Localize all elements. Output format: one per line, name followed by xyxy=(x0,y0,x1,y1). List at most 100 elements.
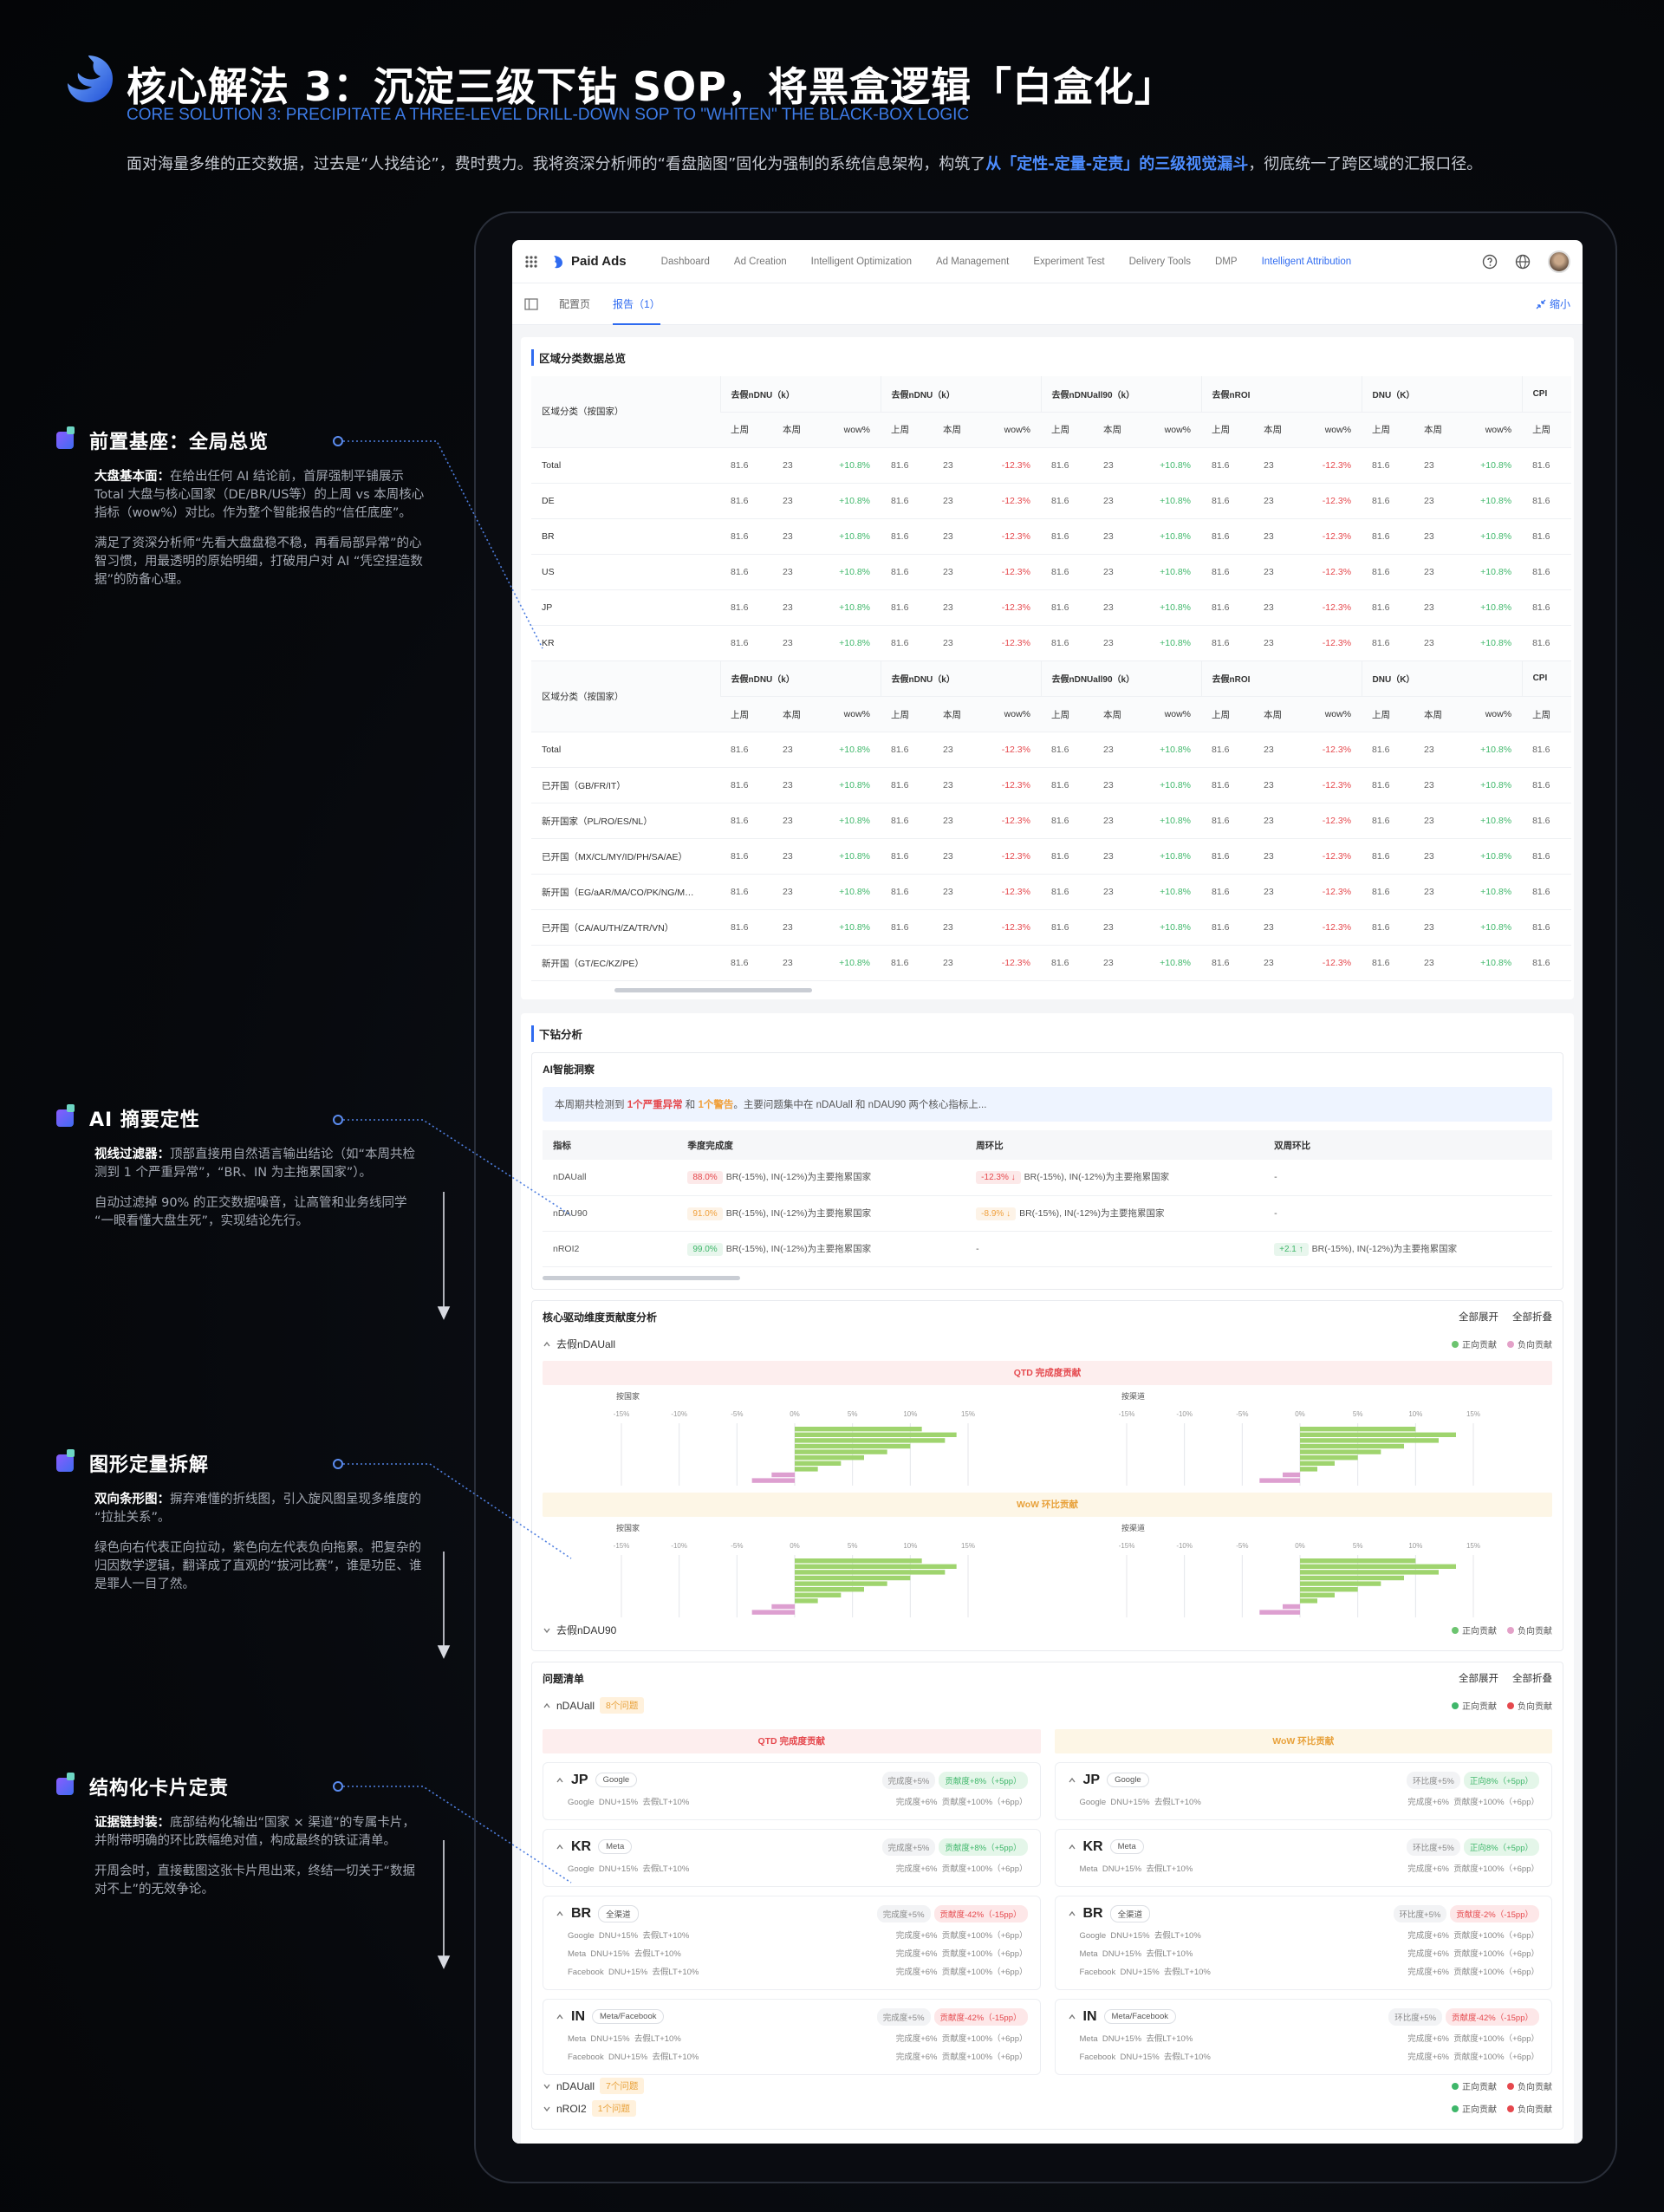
apps-icon[interactable] xyxy=(524,255,538,269)
cell: +10.8% xyxy=(1464,945,1523,981)
chevron-shape xyxy=(543,1341,550,1346)
chevron[interactable] xyxy=(556,1909,564,1918)
bar xyxy=(1299,1580,1381,1586)
chevron[interactable] xyxy=(556,2013,564,2021)
cell: -12.3% xyxy=(1303,909,1362,946)
nav-item[interactable]: Experiment Test xyxy=(1033,256,1105,267)
cell: +10.8% xyxy=(822,447,881,484)
cell: -12.3% xyxy=(1303,518,1362,555)
logo xyxy=(68,55,113,102)
bar xyxy=(795,1432,957,1437)
column-header: 季度完成度 xyxy=(677,1130,966,1160)
tab-bar: 配置页 报告（1） 缩小 xyxy=(512,283,1583,325)
bar xyxy=(751,1477,796,1483)
legend-dot xyxy=(1507,1627,1514,1634)
cell: 81.6 xyxy=(1362,625,1414,661)
help-icon[interactable] xyxy=(1482,254,1498,270)
collapse-all[interactable]: 全部折叠 xyxy=(1512,1674,1552,1684)
legend-item: 负向贡献 xyxy=(1507,2102,1552,2115)
card-line: Facebook DNU+15% 去假LT+10% 完成度+6% 贡献度+100%… xyxy=(556,2047,1028,2066)
side-text: 自动过滤掉 90% 的正交数据噪音，让高管和业务线同学“一眼看懂大盘生死”，实现… xyxy=(94,1196,407,1228)
cell: 81.6 xyxy=(1041,483,1093,519)
line-right: 完成度+6% 贡献度+100%（+6pp） xyxy=(1407,2053,1539,2062)
header-actions: 全部展开 全部折叠 xyxy=(1459,1671,1552,1685)
nav-item[interactable]: Ad Management xyxy=(935,256,1010,267)
cell: 81.6 xyxy=(1041,518,1093,555)
legend-dot xyxy=(1507,1702,1514,1709)
collapse-all[interactable]: 全部折叠 xyxy=(1512,1312,1552,1323)
nav-item[interactable]: Dashboard xyxy=(660,256,710,267)
chevron[interactable] xyxy=(543,1340,551,1349)
chevron[interactable] xyxy=(543,2105,551,2113)
chevron[interactable] xyxy=(1068,1909,1076,1918)
chevron-shape xyxy=(1068,1910,1076,1916)
cell: 81.6 xyxy=(1041,732,1093,768)
cell: 23 xyxy=(933,554,983,590)
nav-item[interactable]: DMP xyxy=(1215,256,1238,267)
chevron[interactable] xyxy=(556,1843,564,1851)
tick-label: -5% xyxy=(1236,1542,1248,1550)
tick-label: 0% xyxy=(1295,1410,1305,1418)
tab[interactable]: 报告（1） xyxy=(613,283,660,325)
side-text: 绿色向右代表正向拉动，紫色向左代表负向拖累。把复杂的归因数学逻辑，翻译成了直观的… xyxy=(94,1541,422,1591)
nav-item[interactable]: Intelligent Optimization xyxy=(810,256,912,267)
issue-card[interactable]: JP Google 环比度+5% 正向8%（+5pp） Google DNU+15% 去… xyxy=(1054,1761,1552,1820)
panel-toggle[interactable] xyxy=(524,297,538,310)
bar xyxy=(1299,1448,1381,1454)
chevron[interactable] xyxy=(1068,1776,1076,1785)
expand-all[interactable]: 全部展开 xyxy=(1459,1312,1498,1323)
cell: 23 xyxy=(772,518,822,555)
side-item: 结构化卡片定责 证据链封装：底部结构化输出“国家 × 渠道”的专属卡片，并附带明确… xyxy=(56,1771,429,1899)
legend-dot xyxy=(1507,2105,1514,2112)
channel-tag: Google xyxy=(595,1773,638,1787)
group-header: 去假nDNUall90（k） xyxy=(1040,660,1202,697)
chevron[interactable] xyxy=(543,2082,551,2091)
cell: -12.3% xyxy=(1303,625,1362,661)
language-icon[interactable] xyxy=(1515,254,1531,270)
issue-card[interactable]: JP Google 完成度+5% 贡献度+8%（+5pp） Google DNU+15%… xyxy=(543,1761,1041,1820)
chevron[interactable] xyxy=(1068,1843,1076,1851)
chevron[interactable] xyxy=(543,1701,551,1710)
group-header: 去假nDNU（k） xyxy=(880,660,1041,697)
data-row: BR 81.6 23 +10.8% 81.6 23 -12.3% 81.6 23 +10.8% 81… xyxy=(531,518,1571,555)
chevron[interactable] xyxy=(556,1776,564,1785)
legend-label: 负向贡献 xyxy=(1518,1702,1552,1712)
cell: 81.6 xyxy=(720,874,772,910)
intro-text: ，彻底统一了跨区域的汇报口径。 xyxy=(1248,155,1483,173)
sub-header: 本周 xyxy=(933,412,983,448)
sub-header: wow% xyxy=(1143,412,1202,448)
issue-card[interactable]: KR Meta 完成度+5% 贡献度+8%（+5pp） Google DNU+15% 去… xyxy=(543,1828,1041,1887)
issue-card[interactable]: IN Meta/Facebook 环比度+5% 贡献度-42%（-15pp） Meta … xyxy=(1054,1998,1552,2075)
group-header: 去假nDNU（k） xyxy=(719,376,881,413)
chevron[interactable] xyxy=(1068,2013,1076,2021)
badge: 完成度+5% xyxy=(876,2007,931,2026)
cell: 23 xyxy=(1414,803,1465,839)
issue-card[interactable]: BR 全渠道 完成度+5% 贡献度-42%（-15pp） Google DNU+15% … xyxy=(543,1895,1041,1990)
chevron[interactable] xyxy=(543,1626,551,1635)
tab[interactable]: 配置页 xyxy=(559,297,591,310)
nav-item[interactable]: Ad Creation xyxy=(733,256,787,267)
nav-item[interactable]: Intelligent Attribution xyxy=(1261,256,1352,267)
cell: 23 xyxy=(1253,518,1304,555)
nav-item[interactable]: Delivery Tools xyxy=(1128,256,1191,267)
avatar[interactable] xyxy=(1548,250,1570,273)
group-row: 去假nDAU90 正向贡献 负向贡献 xyxy=(543,1619,1552,1642)
badge: 环比度+5% xyxy=(1407,1838,1460,1856)
section-title: 下钻分析 xyxy=(531,1025,1574,1042)
zoom-icon xyxy=(1536,299,1546,309)
cell: 23 xyxy=(1253,447,1304,484)
bar xyxy=(1299,1454,1358,1460)
zoom-button[interactable]: 缩小 xyxy=(1536,296,1570,311)
cell: 81.6 xyxy=(1041,838,1093,875)
expand-all[interactable]: 全部展开 xyxy=(1459,1674,1498,1684)
issue-card[interactable]: BR 全渠道 环比度+5% 贡献度-2%（-15pp） Google DNU+15% 去… xyxy=(1054,1895,1552,1990)
side-paragraph: 满足了资深分析师“先看大盘盘稳不稳，再看局部异常”的心智习惯，用最透明的原始明细… xyxy=(94,535,426,589)
column-band: QTD 完成度贡献 xyxy=(543,1728,1041,1753)
issue-card[interactable]: KR Meta 环比度+5% 正向8%（+5pp） Meta DNU+15% 去假LT+… xyxy=(1054,1828,1552,1887)
card-line: Facebook DNU+15% 去假LT+10% 完成度+6% 贡献度+100%… xyxy=(556,1962,1028,1981)
group-name: nDAUall xyxy=(556,2079,595,2092)
cell: 81.6 xyxy=(1362,838,1414,875)
line-right: 完成度+6% 贡献度+100%（+6pp） xyxy=(895,2053,1028,2062)
issue-card[interactable]: IN Meta/Facebook 完成度+5% 贡献度-42%（-15pp） Meta … xyxy=(543,1998,1041,2075)
column-band: WoW 环比贡献 xyxy=(1054,1728,1552,1753)
